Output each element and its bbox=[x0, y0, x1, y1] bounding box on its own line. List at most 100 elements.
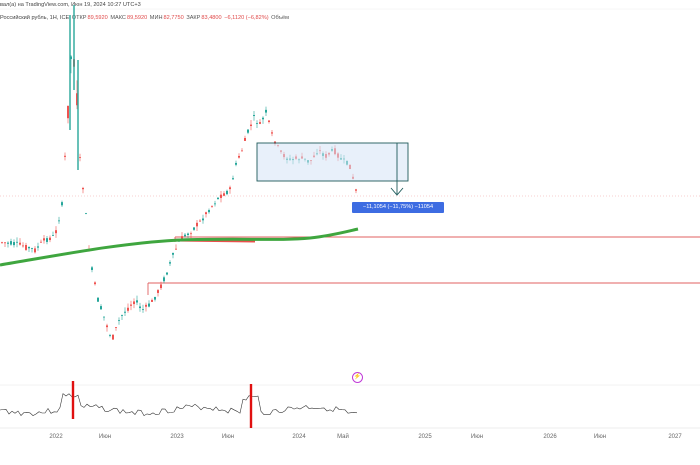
candle-body bbox=[238, 155, 240, 158]
time-axis-label: Май bbox=[337, 434, 349, 440]
candle-body bbox=[16, 241, 18, 243]
candle-body bbox=[28, 246, 30, 249]
volume-label[interactable]: Объём bbox=[271, 15, 289, 21]
candle-body bbox=[7, 242, 9, 244]
candle-body bbox=[34, 248, 36, 253]
candle-body bbox=[271, 132, 273, 134]
candle-body bbox=[220, 194, 222, 198]
candle-body bbox=[181, 236, 183, 240]
candle-body bbox=[235, 162, 237, 165]
oscillator-line bbox=[0, 393, 358, 417]
symbol-name[interactable]: Российский рубль, 1Н, ICE bbox=[0, 15, 70, 21]
candle-body bbox=[100, 306, 102, 310]
candle-body bbox=[202, 218, 204, 221]
candle-body bbox=[241, 150, 243, 152]
candle-body bbox=[187, 233, 189, 235]
moving-average-line[interactable] bbox=[0, 227, 359, 267]
candle-body bbox=[151, 299, 153, 302]
candle-body bbox=[115, 327, 117, 328]
candle-body bbox=[229, 187, 231, 190]
candle-body bbox=[109, 335, 111, 336]
candle-body bbox=[139, 306, 141, 309]
candle-body bbox=[217, 197, 219, 200]
candle-body bbox=[10, 241, 12, 245]
candle-body bbox=[106, 325, 108, 328]
candle-body bbox=[37, 246, 39, 248]
time-axis-label: Июн bbox=[98, 434, 112, 440]
publish-info: вал(а) на TradingView.com, Июн 19, 2024 … bbox=[0, 2, 141, 8]
candle-body bbox=[214, 203, 216, 205]
range-box[interactable] bbox=[256, 142, 409, 182]
candle-body bbox=[13, 242, 15, 246]
time-axis-label: Июн bbox=[470, 434, 484, 440]
change-value: −6,1120 (−6,82%) bbox=[224, 15, 269, 21]
candle-body bbox=[193, 227, 195, 230]
time-axis-label: 2022 bbox=[49, 434, 63, 440]
time-axis-label: 2026 bbox=[543, 434, 557, 440]
candle-body bbox=[91, 267, 93, 270]
candle-body bbox=[163, 277, 165, 282]
symbol-legend: Российский рубль, 1Н, ICE ОТКР 89,5920 МА… bbox=[0, 15, 290, 21]
candle-body bbox=[169, 262, 171, 264]
candle-body bbox=[79, 157, 81, 158]
low-label: МИН bbox=[149, 15, 163, 21]
candle-body bbox=[265, 109, 267, 113]
candle-body bbox=[355, 189, 357, 191]
candle-body bbox=[49, 237, 51, 241]
high-label: МАКС bbox=[110, 15, 126, 21]
candle-body bbox=[22, 245, 24, 247]
time-axis-label: 2023 bbox=[170, 434, 184, 440]
candle-body bbox=[172, 252, 174, 255]
candle-body bbox=[223, 193, 225, 196]
candle-body bbox=[160, 284, 162, 289]
time-axis-label: 2027 bbox=[668, 434, 682, 440]
open-label: ОТКР bbox=[71, 15, 87, 21]
candle-body bbox=[130, 304, 132, 306]
candle-body bbox=[94, 282, 96, 285]
candle-body bbox=[148, 303, 150, 307]
candle-body bbox=[55, 230, 57, 234]
candle-body bbox=[61, 202, 63, 206]
candle-body bbox=[136, 300, 138, 303]
candle-body bbox=[1, 242, 3, 244]
candle-body bbox=[250, 124, 252, 127]
candle-body bbox=[19, 242, 21, 245]
candle-body bbox=[247, 129, 249, 133]
candle-body bbox=[97, 297, 99, 302]
time-axis-label: 2024 bbox=[292, 434, 306, 440]
candle-body bbox=[133, 301, 135, 305]
candle-body bbox=[67, 105, 69, 119]
candle-body bbox=[70, 56, 72, 60]
lightning-circle-icon[interactable]: ⚡ bbox=[352, 372, 363, 383]
time-axis-label: Июн bbox=[593, 434, 607, 440]
candle-body bbox=[211, 205, 213, 207]
measure-callout[interactable]: −11,1054 (−11,75%) −11054 bbox=[352, 202, 444, 213]
candle-body bbox=[232, 178, 234, 180]
candle-body bbox=[118, 320, 120, 321]
candle-body bbox=[64, 155, 66, 157]
candle-body bbox=[52, 235, 54, 237]
candle-body bbox=[82, 187, 84, 190]
close-value: 83,4800 bbox=[201, 15, 222, 21]
candle-body bbox=[190, 233, 192, 235]
candle-body bbox=[25, 245, 27, 250]
candle-body bbox=[31, 248, 33, 249]
candle-body bbox=[85, 213, 87, 215]
candle-body bbox=[208, 210, 210, 213]
candle-body bbox=[142, 309, 144, 310]
low-value: 82,7750 bbox=[163, 15, 184, 21]
high-value: 89,5920 bbox=[126, 15, 148, 21]
candle-body bbox=[268, 120, 270, 122]
candle-body bbox=[43, 238, 45, 241]
candle-body bbox=[121, 315, 123, 316]
time-axis-label: 2025 bbox=[418, 434, 432, 440]
candle-body bbox=[244, 138, 246, 141]
candle-body bbox=[124, 311, 126, 313]
measure-arrowhead bbox=[390, 187, 404, 196]
candle-body bbox=[262, 117, 264, 120]
candle-body bbox=[76, 93, 78, 106]
close-label: ЗАКР bbox=[186, 15, 201, 21]
candle-body bbox=[154, 296, 156, 300]
candle-body bbox=[112, 334, 114, 340]
